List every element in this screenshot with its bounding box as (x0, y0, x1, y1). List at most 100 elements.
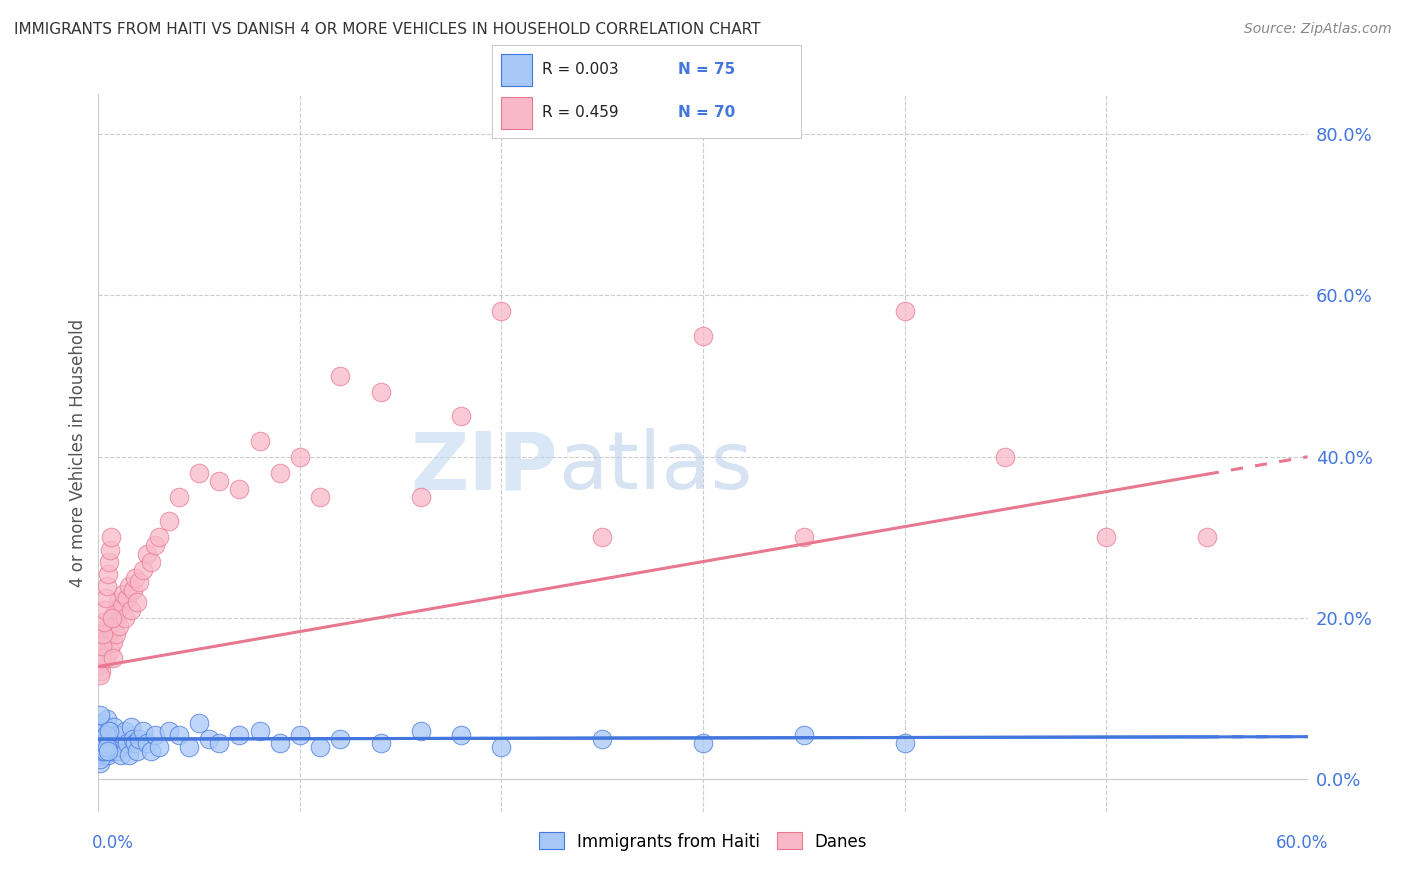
Point (89, 659, 111, 673)
Point (103, 732, 125, 747)
Point (101, 744, 124, 758)
Point (120, 603, 142, 617)
Point (139, 555, 162, 569)
Point (128, 732, 150, 747)
Point (96, 632, 118, 646)
Point (143, 728, 166, 742)
Point (101, 651, 124, 665)
Point (179, 740, 201, 755)
Point (89, 707, 111, 722)
Point (96, 740, 118, 755)
Point (97, 619, 120, 633)
Point (135, 547, 157, 561)
Point (97, 736, 120, 750)
Point (96, 712, 118, 726)
Point (100, 623, 122, 637)
Point (103, 615, 125, 629)
Point (101, 611, 124, 625)
Point (120, 720, 142, 734)
Point (97, 566, 120, 581)
Point (98, 724, 121, 739)
Point (110, 599, 132, 613)
Point (96, 579, 118, 593)
Point (96, 732, 118, 747)
Point (98, 542, 121, 557)
Point (93, 615, 115, 629)
Point (89, 732, 111, 747)
Point (370, 736, 392, 750)
Point (90, 740, 112, 755)
Point (101, 635, 124, 649)
Point (121, 732, 143, 747)
Point (793, 530, 815, 544)
Point (91, 648, 114, 662)
Point (100, 611, 122, 625)
Text: ZIP: ZIP (411, 428, 558, 506)
Point (167, 490, 190, 504)
Point (793, 728, 815, 742)
Point (269, 466, 291, 480)
Point (124, 571, 146, 585)
Point (97, 744, 120, 758)
Point (491, 304, 513, 318)
Point (111, 728, 134, 742)
Point (93, 724, 115, 739)
Point (208, 474, 231, 488)
Point (90, 720, 112, 734)
Point (91, 640, 114, 654)
Point (115, 736, 138, 750)
Point (114, 611, 136, 625)
Point (104, 740, 127, 755)
Point (110, 748, 132, 763)
Point (107, 595, 129, 609)
Point (93, 635, 115, 649)
Point (103, 720, 125, 734)
Legend: Immigrants from Haiti, Danes: Immigrants from Haiti, Danes (531, 826, 875, 857)
Point (309, 740, 332, 755)
Point (103, 603, 125, 617)
Point (591, 530, 613, 544)
Point (104, 627, 127, 641)
Point (89, 667, 111, 681)
Point (121, 582, 143, 597)
Point (118, 579, 141, 593)
Point (450, 728, 472, 742)
Point (491, 740, 513, 755)
Point (93, 748, 115, 763)
Point (288, 450, 311, 464)
Point (167, 728, 190, 742)
Point (1195, 530, 1218, 544)
Point (97, 555, 120, 569)
Point (409, 490, 432, 504)
Point (107, 728, 129, 742)
Point (994, 450, 1017, 464)
Point (329, 732, 352, 747)
Point (93, 736, 115, 750)
Point (97, 748, 120, 763)
Point (591, 732, 613, 747)
Point (115, 591, 138, 605)
Point (132, 724, 155, 739)
Point (90, 744, 112, 758)
Point (89, 748, 111, 763)
Point (208, 736, 231, 750)
Text: R = 0.459: R = 0.459 (541, 105, 619, 120)
Point (148, 740, 170, 755)
Text: 0.0%: 0.0% (91, 834, 134, 852)
Point (93, 744, 115, 758)
Point (94, 720, 117, 734)
Point (111, 587, 134, 601)
Point (93, 736, 115, 750)
Point (132, 563, 155, 577)
Point (89, 643, 111, 657)
Bar (502, 97, 533, 129)
Y-axis label: 4 or more Vehicles in Household: 4 or more Vehicles in Household (69, 318, 87, 587)
Point (96, 651, 118, 665)
Point (188, 466, 211, 480)
Point (370, 385, 392, 400)
Point (91, 732, 114, 747)
Point (249, 724, 271, 739)
Point (100, 740, 122, 755)
Point (409, 724, 432, 739)
Point (91, 716, 114, 731)
